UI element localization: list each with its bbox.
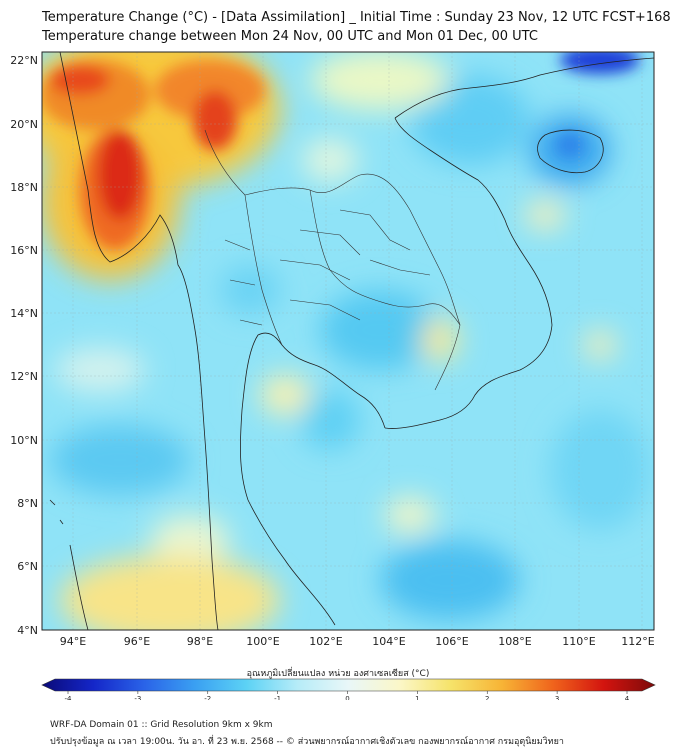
colorbar-tick-label: -2 (204, 695, 211, 700)
lon-label: 108°E (498, 635, 531, 648)
map-subtitle: Temperature change between Mon 24 Nov, 0… (42, 29, 538, 44)
lon-label: 106°E (435, 635, 468, 648)
longitude-labels: 94°E 96°E 98°E 100°E 102°E 104°E 106°E 1… (60, 635, 655, 648)
lat-label: 10°N (10, 434, 38, 447)
colorbar-ticks: -4 -3 -2 -1 0 1 2 3 4 (65, 691, 630, 700)
latitude-labels: 22°N 20°N 18°N 16°N 14°N 12°N 10°N 8°N 6… (10, 54, 38, 637)
lat-label: 18°N (10, 181, 38, 194)
colorbar-title: อุณหภูมิเปลี่ยนแปลง หน่วย องศาเซลเซียส (… (246, 669, 430, 679)
colorbar-tick-label: -1 (274, 695, 281, 700)
colorbar-tick-label: -3 (134, 695, 141, 700)
lon-label: 110°E (562, 635, 595, 648)
lat-label: 12°N (10, 370, 38, 383)
temperature-change-map: 22°N 20°N 18°N 16°N 14°N 12°N 10°N 8°N 6… (10, 51, 656, 700)
lat-label: 22°N (10, 54, 38, 67)
lon-label: 104°E (372, 635, 405, 648)
colorbar: -4 -3 -2 -1 0 1 2 3 4 (41, 678, 656, 700)
lon-label: 94°E (60, 635, 86, 648)
field-layer (42, 52, 654, 630)
colorbar-tick-label: 3 (555, 695, 559, 700)
colorbar-tick-label: -4 (65, 695, 73, 700)
lon-label: 98°E (187, 635, 213, 648)
colorbar-tick-label: 0 (345, 695, 349, 700)
map-frame (41, 51, 655, 631)
lat-label: 16°N (10, 244, 38, 257)
lon-label: 100°E (246, 635, 279, 648)
lat-label: 20°N (10, 118, 38, 131)
colorbar-bar (41, 678, 656, 692)
lat-label: 4°N (17, 624, 38, 637)
footer-credits: ปรับปรุงข้อมูล ณ เวลา 19:00น. วัน อา. ที… (50, 737, 564, 747)
colorbar-tick-label: 4 (625, 695, 630, 700)
footer-model-info: WRF-DA Domain 01 :: Grid Resolution 9km … (50, 720, 273, 730)
map-title: Temperature Change (°C) - [Data Assimila… (42, 10, 671, 25)
lat-label: 8°N (17, 497, 38, 510)
colorbar-tick-label: 2 (485, 695, 489, 700)
lat-label: 6°N (17, 560, 38, 573)
coastlines (49, 52, 654, 630)
colorbar-tick-label: 1 (415, 695, 419, 700)
graticule (42, 52, 654, 630)
lon-label: 112°E (621, 635, 654, 648)
lon-label: 96°E (124, 635, 150, 648)
lat-label: 14°N (10, 307, 38, 320)
lon-label: 102°E (309, 635, 342, 648)
boundaries (204, 129, 461, 391)
